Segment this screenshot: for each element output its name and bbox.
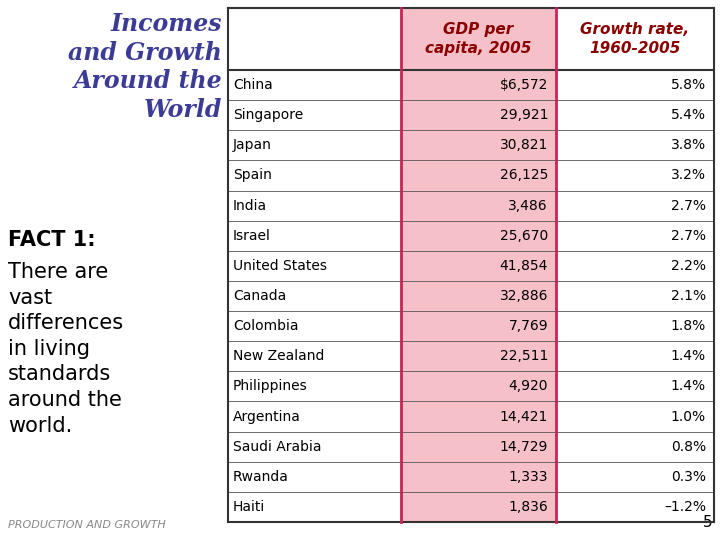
- Text: –1.2%: –1.2%: [664, 500, 706, 514]
- Text: 29,921: 29,921: [500, 108, 548, 122]
- Text: United States: United States: [233, 259, 327, 273]
- Text: Philippines: Philippines: [233, 380, 307, 394]
- Text: 5: 5: [703, 515, 712, 530]
- Text: New Zealand: New Zealand: [233, 349, 325, 363]
- Text: 2.2%: 2.2%: [671, 259, 706, 273]
- Text: Growth rate,
1960-2005: Growth rate, 1960-2005: [580, 22, 690, 56]
- Text: Saudi Arabia: Saudi Arabia: [233, 440, 322, 454]
- Text: 1.8%: 1.8%: [671, 319, 706, 333]
- Text: China: China: [233, 78, 273, 92]
- Text: 30,821: 30,821: [500, 138, 548, 152]
- Text: Japan: Japan: [233, 138, 272, 152]
- Text: $6,572: $6,572: [500, 78, 548, 92]
- Text: 7,769: 7,769: [508, 319, 548, 333]
- Text: 14,421: 14,421: [500, 409, 548, 423]
- Bar: [400, 8, 556, 522]
- Text: 41,854: 41,854: [500, 259, 548, 273]
- Text: Incomes
and Growth
Around the
World: Incomes and Growth Around the World: [68, 12, 222, 122]
- Text: Canada: Canada: [233, 289, 287, 303]
- Text: 0.3%: 0.3%: [671, 470, 706, 484]
- Text: 32,886: 32,886: [500, 289, 548, 303]
- Text: 14,729: 14,729: [500, 440, 548, 454]
- Text: 2.1%: 2.1%: [671, 289, 706, 303]
- Text: 4,920: 4,920: [508, 380, 548, 394]
- Text: 3,486: 3,486: [508, 199, 548, 213]
- Text: 5.8%: 5.8%: [671, 78, 706, 92]
- Text: Spain: Spain: [233, 168, 272, 183]
- Text: 5.4%: 5.4%: [671, 108, 706, 122]
- Text: 22,511: 22,511: [500, 349, 548, 363]
- Text: 1.4%: 1.4%: [671, 349, 706, 363]
- Text: 1,333: 1,333: [508, 470, 548, 484]
- Text: 1,836: 1,836: [508, 500, 548, 514]
- Text: There are
vast
differences
in living
standards
around the
world.: There are vast differences in living sta…: [8, 262, 124, 436]
- Bar: [228, 8, 714, 522]
- Text: 3.8%: 3.8%: [671, 138, 706, 152]
- Text: GDP per
capita, 2005: GDP per capita, 2005: [425, 22, 531, 56]
- Text: Singapore: Singapore: [233, 108, 303, 122]
- Text: 1.0%: 1.0%: [671, 409, 706, 423]
- Text: 3.2%: 3.2%: [671, 168, 706, 183]
- Text: Rwanda: Rwanda: [233, 470, 289, 484]
- Text: 1.4%: 1.4%: [671, 380, 706, 394]
- Text: 2.7%: 2.7%: [671, 229, 706, 243]
- Text: Israel: Israel: [233, 229, 271, 243]
- Text: Haiti: Haiti: [233, 500, 265, 514]
- Text: India: India: [233, 199, 267, 213]
- Text: PRODUCTION AND GROWTH: PRODUCTION AND GROWTH: [8, 520, 166, 530]
- Text: FACT 1:: FACT 1:: [8, 230, 96, 250]
- Text: Colombia: Colombia: [233, 319, 299, 333]
- Text: Argentina: Argentina: [233, 409, 301, 423]
- Text: 26,125: 26,125: [500, 168, 548, 183]
- Text: 2.7%: 2.7%: [671, 199, 706, 213]
- Text: 25,670: 25,670: [500, 229, 548, 243]
- Text: 0.8%: 0.8%: [671, 440, 706, 454]
